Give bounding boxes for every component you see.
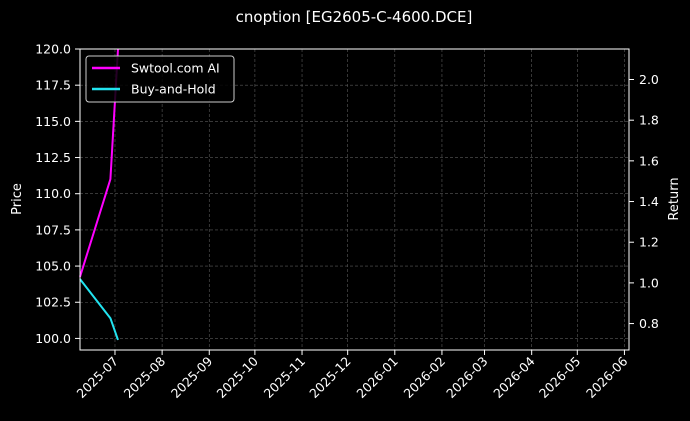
y2-tick-label: 1.2	[639, 235, 659, 250]
y-axis-label: Price	[10, 183, 25, 215]
y-tick-label: 105.0	[35, 259, 71, 274]
y-tick-label: 102.5	[35, 295, 71, 310]
y-tick-label: 100.0	[35, 331, 71, 346]
x-tick-label: 2025-12	[306, 354, 354, 402]
y-tick-label: 115.0	[35, 114, 71, 129]
x-tick-label: 2025-10	[213, 353, 261, 401]
series-line-2	[79, 278, 119, 341]
x-tick-label: 2025-09	[168, 353, 216, 401]
legend-label: Buy-and-Hold	[131, 82, 216, 97]
y2-tick-label: 1.0	[639, 275, 659, 290]
x-tick-label: 2025-11	[261, 354, 309, 402]
y2-tick-label: 2.0	[639, 72, 659, 87]
y2-tick-label: 1.4	[639, 194, 659, 209]
x-tick-label: 2026-06	[583, 353, 631, 401]
legend-label: Swtool.com AI	[131, 61, 220, 76]
legend: Swtool.com AI Buy-and-Hold	[85, 55, 235, 103]
y-tick-label: 107.5	[35, 222, 71, 237]
x-tick-label: 2025-07	[74, 354, 122, 402]
x-tick-label: 2026-03	[443, 354, 491, 402]
x-tick-label: 2026-04	[490, 353, 538, 401]
plot-frame	[79, 48, 630, 351]
y2-tick-label: 0.8	[639, 316, 659, 331]
y2-tick-label: 1.6	[639, 153, 659, 168]
y-tick-label: 117.5	[35, 78, 71, 93]
y-tick-label: 112.5	[35, 150, 71, 165]
y-tick-label: 110.0	[35, 186, 71, 201]
chart-title: cnoption [EG2605-C-4600.DCE]	[236, 8, 473, 26]
x-tick-label: 2025-08	[121, 353, 169, 401]
x-tick-label: 2026-01	[353, 354, 401, 402]
x-tick-label: 2026-05	[536, 354, 584, 402]
y-axis-left: 100.0 102.5 105.0 107.5 110.0 112.5 115.0 117.5…	[35, 42, 80, 346]
y-axis-right: 0.8 1.0 1.2 1.4 1.6 1.8 2.0	[629, 72, 659, 331]
y-tick-label: 120.0	[35, 42, 71, 57]
y2-tick-label: 1.8	[639, 113, 659, 128]
x-tick-label: 2026-02	[401, 354, 449, 402]
legend-box	[85, 55, 235, 103]
y2-axis-label: Return	[667, 177, 682, 220]
